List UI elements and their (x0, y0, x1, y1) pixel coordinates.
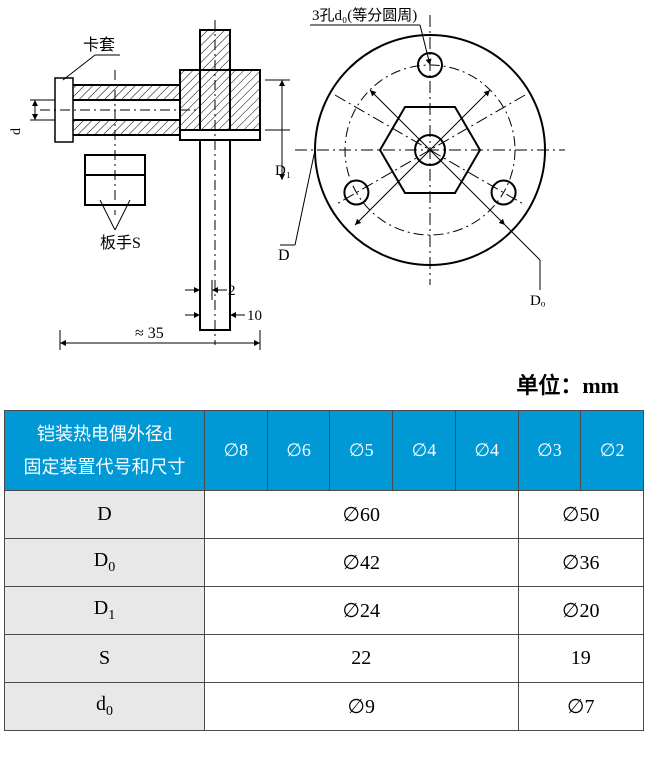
row-val: ∅50 (518, 491, 643, 539)
dim-D1-section: D₁ (275, 163, 291, 179)
header-left: 铠装热电偶外径d 固定装置代号和尺寸 (5, 411, 205, 491)
dim-2: 2 (228, 283, 236, 299)
col-header: ∅6 (267, 411, 330, 491)
header-left-line2: 固定装置代号和尺寸 (9, 451, 200, 483)
row-val: ∅42 (205, 539, 519, 587)
row-val: ∅7 (518, 683, 643, 731)
bolt-hole-note: 3孔d₀(等分圆周) (312, 6, 417, 24)
technical-diagram: 卡套 板手S d 2 10 (0, 0, 649, 370)
table-row: D0 ∅42 ∅36 (5, 539, 644, 587)
wrench-label: 板手S (100, 234, 141, 252)
table-row: D ∅60 ∅50 (5, 491, 644, 539)
dim-10: 10 (247, 308, 262, 324)
row-val: ∅20 (518, 587, 643, 635)
row-val: ∅24 (205, 587, 519, 635)
row-val: 22 (205, 635, 519, 683)
col-header: ∅8 (205, 411, 268, 491)
table-header-row: 铠装热电偶外径d 固定装置代号和尺寸 ∅8 ∅6 ∅5 ∅4 ∅4 ∅3 ∅2 (5, 411, 644, 491)
dim-D: D (278, 247, 290, 264)
unit-label: 单位：mm (516, 368, 619, 400)
col-header: ∅2 (581, 411, 644, 491)
table-row: d0 ∅9 ∅7 (5, 683, 644, 731)
dim-35: ≈ 35 (135, 325, 164, 342)
dim-d: d (9, 128, 24, 135)
row-label: d0 (5, 683, 205, 731)
header-left-line1: 铠装热电偶外径d (9, 418, 200, 450)
table-row: D1 ∅24 ∅20 (5, 587, 644, 635)
col-header: ∅4 (393, 411, 456, 491)
row-val: 19 (518, 635, 643, 683)
section-view (40, 20, 260, 345)
row-val: ∅36 (518, 539, 643, 587)
row-label: D1 (5, 587, 205, 635)
dim-Do: Dₒ (530, 293, 546, 309)
spec-table: 铠装热电偶外径d 固定装置代号和尺寸 ∅8 ∅6 ∅5 ∅4 ∅4 ∅3 ∅2 … (4, 410, 644, 731)
table-row: S 22 19 (5, 635, 644, 683)
ferrule-label: 卡套 (83, 36, 115, 54)
row-val: ∅9 (205, 683, 519, 731)
row-label: D (5, 491, 205, 539)
row-label: D0 (5, 539, 205, 587)
row-label: S (5, 635, 205, 683)
row-val: ∅60 (205, 491, 519, 539)
col-header: ∅5 (330, 411, 393, 491)
col-header: ∅3 (518, 411, 581, 491)
col-header: ∅4 (455, 411, 518, 491)
